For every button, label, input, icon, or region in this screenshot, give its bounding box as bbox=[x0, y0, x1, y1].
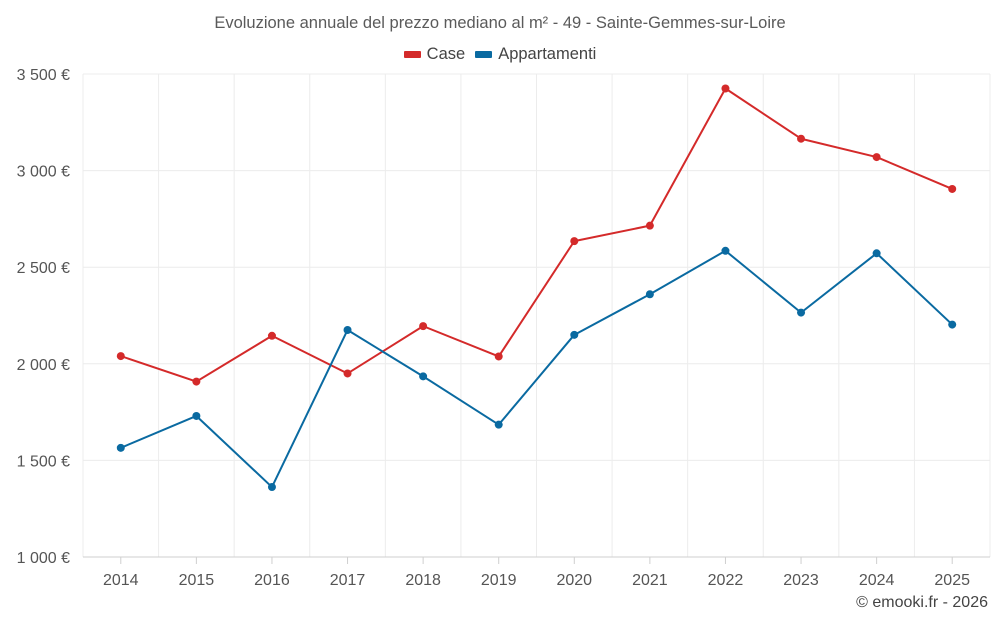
data-point-case bbox=[872, 153, 881, 162]
x-tick-label: 2022 bbox=[708, 572, 744, 589]
x-tick-label: 2021 bbox=[632, 572, 668, 589]
series-line-appartamenti bbox=[120, 249, 953, 489]
data-point-appartamenti bbox=[570, 330, 579, 339]
data-point-case bbox=[419, 322, 428, 331]
x-tick-label: 2014 bbox=[103, 572, 139, 589]
x-tick-label: 2019 bbox=[481, 572, 517, 589]
data-point-case bbox=[267, 331, 276, 340]
data-point-case bbox=[494, 352, 503, 361]
x-tick-label: 2016 bbox=[254, 572, 290, 589]
x-tick-label: 2023 bbox=[783, 572, 819, 589]
footer-credit: © emooki.fr - 2026 bbox=[856, 594, 988, 611]
data-point-case bbox=[721, 84, 730, 93]
x-tick-label: 2020 bbox=[556, 572, 592, 589]
data-point-case bbox=[116, 352, 125, 361]
data-point-appartamenti bbox=[872, 249, 881, 258]
data-point-case bbox=[343, 369, 352, 378]
data-point-appartamenti bbox=[494, 420, 503, 429]
x-tick-label: 2024 bbox=[859, 572, 895, 589]
x-tick-label: 2025 bbox=[934, 572, 970, 589]
legend-label-appartamenti: Appartamenti bbox=[498, 45, 597, 63]
data-point-appartamenti bbox=[116, 443, 125, 452]
y-tick-label: 2 500 € bbox=[17, 260, 70, 277]
legend-swatch-case bbox=[403, 51, 421, 58]
data-point-appartamenti bbox=[645, 290, 654, 299]
y-tick-label: 1 000 € bbox=[17, 550, 70, 567]
series-line-case bbox=[120, 87, 953, 383]
x-tick-label: 2017 bbox=[330, 572, 366, 589]
data-point-appartamenti bbox=[948, 320, 957, 329]
legend-label-case: Case bbox=[426, 45, 466, 63]
y-tick-label: 2 000 € bbox=[17, 357, 70, 374]
chart-title: Evoluzione annuale del prezzo mediano al… bbox=[214, 14, 786, 32]
data-point-case bbox=[645, 221, 654, 230]
x-tick-label: 2018 bbox=[405, 572, 441, 589]
chart-legend: Case Appartamenti bbox=[0, 45, 1000, 64]
data-point-appartamenti bbox=[419, 372, 428, 381]
data-point-appartamenti bbox=[192, 411, 201, 420]
data-point-appartamenti bbox=[797, 308, 806, 317]
data-point-case bbox=[948, 184, 957, 193]
legend-swatch-appartamenti bbox=[475, 51, 493, 58]
data-point-case bbox=[797, 134, 806, 143]
x-tick-label: 2015 bbox=[179, 572, 215, 589]
y-tick-label: 3 000 € bbox=[17, 164, 70, 181]
y-tick-label: 3 500 € bbox=[17, 67, 70, 84]
data-point-appartamenti bbox=[267, 483, 276, 492]
data-point-appartamenti bbox=[343, 325, 352, 334]
data-point-case bbox=[192, 377, 201, 386]
data-point-case bbox=[570, 237, 579, 246]
y-tick-label: 1 500 € bbox=[17, 453, 70, 470]
legend-item-case[interactable]: Case bbox=[403, 45, 466, 64]
data-point-appartamenti bbox=[721, 246, 730, 255]
legend-item-appartamenti[interactable]: Appartamenti bbox=[475, 45, 596, 64]
